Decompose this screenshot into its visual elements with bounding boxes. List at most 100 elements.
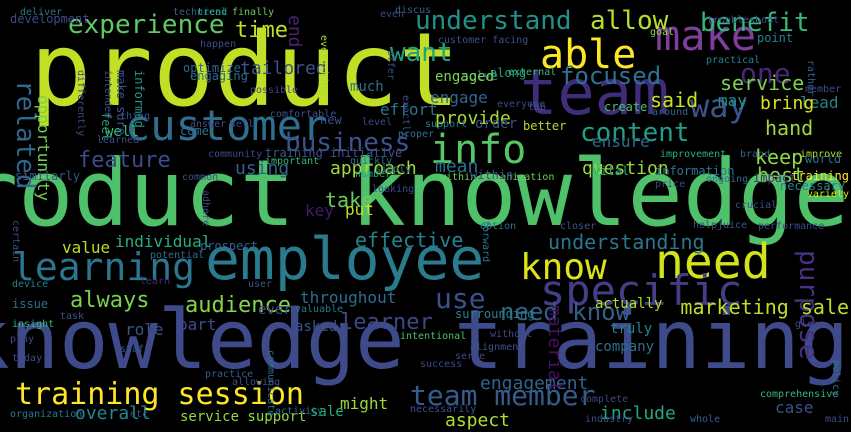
cloud-word: role [125, 320, 164, 339]
cloud-word: around [652, 107, 689, 118]
cloud-word: along [490, 66, 527, 80]
cloud-word: engage [430, 88, 488, 107]
cloud-word: even [380, 9, 405, 20]
cloud-word: improvement [660, 149, 727, 160]
cloud-word: overall [75, 403, 151, 424]
cloud-word: material [544, 305, 565, 392]
cloud-word: improve [800, 149, 843, 160]
cloud-word: experience [68, 10, 225, 40]
cloud-word: take [325, 188, 374, 212]
cloud-word: mean [435, 156, 479, 177]
cloud-word: price [655, 179, 686, 190]
cloud-word: looking [372, 184, 415, 195]
cloud-word: training session [15, 377, 304, 412]
cloud-word: end [284, 15, 305, 48]
cloud-word: proper [398, 129, 435, 140]
cloud-word: certain [10, 220, 21, 263]
cloud-word: part [178, 315, 217, 334]
cloud-word: specific [540, 266, 743, 315]
cloud-word: well [105, 124, 139, 140]
cloud-word: complete [580, 394, 629, 405]
cloud-word: make [655, 11, 757, 60]
cloud-word: include [600, 403, 676, 424]
cloud-word: know [520, 247, 607, 288]
cloud-word: put [345, 200, 374, 219]
cloud-word: potential [150, 250, 205, 261]
cloud-word: ensure [592, 132, 650, 151]
cloud-word: everything [318, 35, 329, 96]
cloud-word: issue [12, 297, 49, 311]
cloud-word: within organization [440, 172, 555, 183]
cloud-word: activity [275, 406, 324, 417]
cloud-word: trend [197, 7, 228, 18]
cloud-word: development [10, 12, 90, 26]
cloud-word: support [425, 119, 468, 130]
cloud-word: glean [795, 319, 826, 330]
cloud-word: community [208, 149, 263, 160]
cloud-word: surrounding [455, 307, 535, 321]
cloud-word: feature [78, 148, 171, 173]
cloud-word: engagement [480, 373, 589, 394]
cloud-word: case [775, 398, 814, 417]
cloud-word: adhere [200, 190, 211, 227]
cloud-word: external [508, 67, 557, 78]
cloud-word: might [340, 394, 389, 413]
cloud-word: learning [12, 245, 196, 289]
cloud-word: policy [830, 360, 841, 397]
cloud-word: sale [310, 404, 344, 420]
cloud-word: time [235, 18, 288, 43]
cloud-word: order [475, 116, 518, 132]
cloud-word: device [12, 279, 49, 290]
cloud-word: variety [806, 189, 849, 200]
cloud-word: need know [500, 298, 631, 326]
cloud-word: employee [205, 225, 485, 293]
cloud-word: comprehensive [760, 389, 839, 400]
cloud-word: necessary [780, 179, 846, 193]
cloud-word: aspect [445, 410, 511, 431]
cloud-word: necessarily [410, 404, 477, 415]
cloud-word: intended [102, 70, 113, 119]
cloud-word: member [805, 84, 842, 95]
cloud-word: information [655, 164, 735, 178]
cloud-word: impact [753, 171, 797, 185]
cloud-word: actually [595, 296, 663, 312]
cloud-word: common [182, 172, 219, 183]
cloud-word: offer [385, 50, 396, 81]
cloud-word: insight [12, 319, 55, 330]
cloud-word: valuable [295, 304, 344, 315]
cloud-word: answer [190, 119, 227, 130]
cloud-word: without [490, 329, 533, 340]
cloud-word: task [60, 311, 85, 322]
cloud-word: whole [690, 414, 721, 425]
cloud-word: company [595, 339, 655, 355]
cloud-word: value [62, 238, 111, 257]
cloud-word: truly [610, 321, 653, 337]
cloud-word: user [248, 279, 273, 290]
cloud-word: goal [650, 27, 675, 38]
cloud-word: lead [800, 93, 839, 112]
cloud-word: quickly [350, 156, 393, 167]
cloud-word: keep [755, 145, 804, 169]
cloud-word: audience [185, 293, 291, 318]
cloud-word: marketing sale [680, 295, 849, 319]
cloud-word: deliver [20, 7, 63, 18]
cloud-word: team member [410, 379, 596, 412]
cloud-word: optimize [183, 61, 241, 75]
cloud-word: industry [585, 414, 634, 425]
cloud-word: sell [230, 119, 255, 130]
cloud-word: tailored [240, 58, 327, 79]
cloud-word: important [265, 156, 320, 167]
cloud-word: much [350, 79, 384, 95]
cloud-word: level [362, 117, 393, 128]
cloud-word: effective [355, 228, 464, 252]
cloud-word: every [258, 302, 301, 318]
cloud-word: provide [435, 108, 511, 129]
cloud-word: question [582, 158, 669, 179]
cloud-word: one [740, 57, 791, 90]
cloud-word: hand [765, 116, 814, 140]
cloud-word: able [540, 32, 637, 78]
cloud-word: use [435, 282, 486, 315]
cloud-word: success [420, 359, 463, 370]
cloud-word: discus [395, 5, 432, 16]
cloud-word: knowledge training [0, 293, 849, 388]
